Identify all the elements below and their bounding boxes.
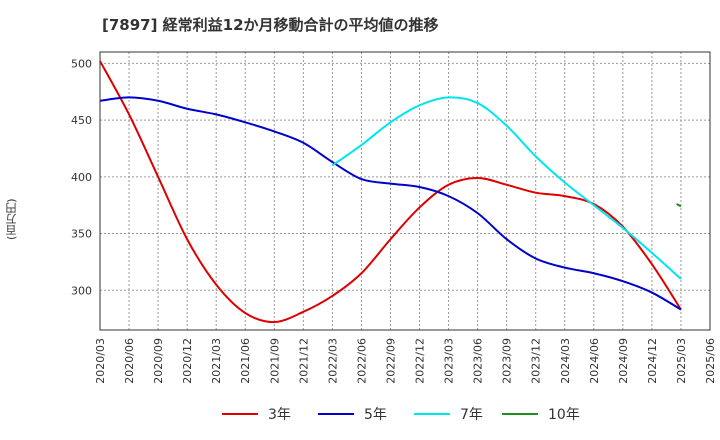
x-tick-label: 2020/06 <box>123 338 136 384</box>
x-tick-label: 2021/12 <box>297 338 310 384</box>
series-line-3 <box>331 96 682 280</box>
x-tick-label: 2024/12 <box>646 338 659 384</box>
x-tick-label: 2021/09 <box>268 338 281 384</box>
x-tick-label: 2023/06 <box>472 338 485 384</box>
x-tick-label: 2024/03 <box>559 338 572 384</box>
x-tick-label: 2022/03 <box>326 338 339 384</box>
grid <box>99 52 711 330</box>
legend-label: 5年 <box>364 407 387 423</box>
chart-title: [7897] 経常利益12か月移動合計の平均値の推移 <box>102 16 439 34</box>
legend: 3年 5年 7年 10年 <box>0 400 720 430</box>
y-tick-label: 300 <box>71 284 92 297</box>
axes <box>99 51 711 331</box>
series-layer <box>99 60 682 324</box>
x-tick-label: 2022/06 <box>355 338 368 384</box>
legend-swatch <box>222 413 258 415</box>
x-tick-label: 2022/09 <box>384 338 397 384</box>
y-tick-labels: 300 350 400 450 500 <box>71 57 92 297</box>
series-line-1 <box>99 60 682 324</box>
legend-item: 5年 <box>318 404 387 424</box>
legend-swatch <box>414 413 450 415</box>
x-tick-label: 2023/03 <box>443 338 456 384</box>
y-tick-label: 400 <box>71 171 92 184</box>
x-tick-label: 2021/06 <box>239 338 252 384</box>
legend-item: 10年 <box>502 404 580 424</box>
x-tick-label: 2020/03 <box>94 338 107 384</box>
legend-label: 10年 <box>548 407 580 423</box>
x-tick-label: 2024/06 <box>588 338 601 384</box>
legend-label: 7年 <box>460 407 483 423</box>
series-line-2 <box>99 96 682 311</box>
x-tick-labels: 2020/03 2020/06 2020/09 2020/12 2021/03 2021/… <box>94 338 717 384</box>
legend-item: 7年 <box>414 404 483 424</box>
x-tick-label: 2025/03 <box>675 338 688 384</box>
x-tick-label: 2023/12 <box>530 338 543 384</box>
x-tick-label: 2025/06 <box>704 338 717 384</box>
legend-swatch <box>318 413 354 415</box>
x-tick-label: 2020/09 <box>152 338 165 384</box>
legend-label: 3年 <box>268 407 291 423</box>
x-tick-label: 2022/12 <box>414 338 427 384</box>
series-line-4 <box>676 203 682 208</box>
x-tick-label: 2023/09 <box>501 338 514 384</box>
legend-item: 3年 <box>222 404 291 424</box>
x-tick-label: 2021/03 <box>210 338 223 384</box>
x-tick-label: 2024/09 <box>617 338 630 384</box>
y-tick-label: 500 <box>71 57 92 70</box>
x-tick-label: 2020/12 <box>181 338 194 384</box>
y-tick-label: 350 <box>71 228 92 241</box>
y-tick-label: 450 <box>71 114 92 127</box>
plot-frame <box>99 51 711 331</box>
legend-swatch <box>502 413 538 415</box>
